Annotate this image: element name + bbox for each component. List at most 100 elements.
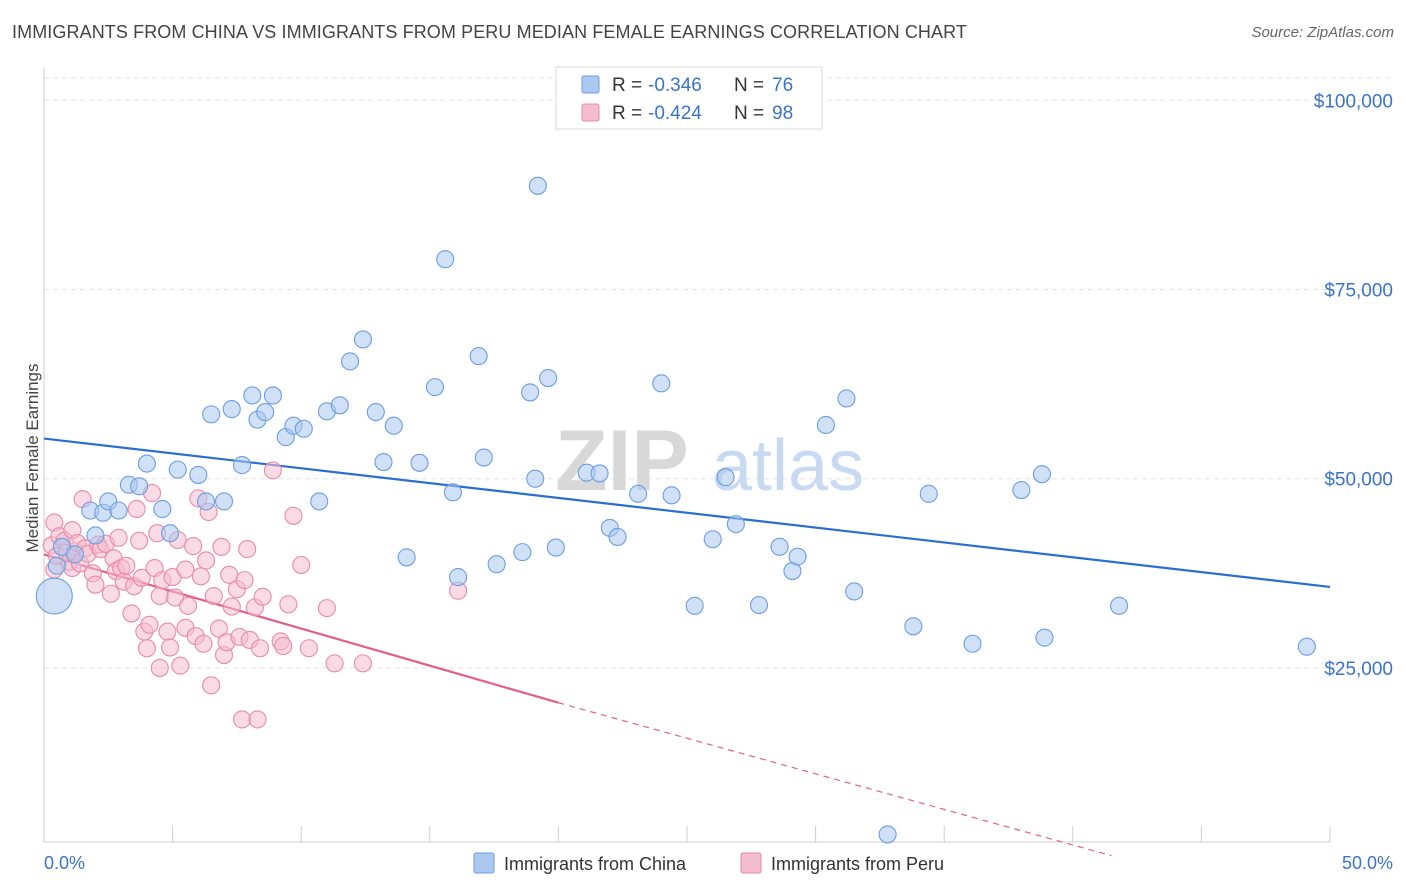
point-peru xyxy=(317,599,336,618)
point-china xyxy=(539,368,558,388)
point-china xyxy=(65,545,84,564)
point-peru xyxy=(232,710,252,729)
stats-legend: R = -0.346 N = 76 R = -0.424 N = 98 xyxy=(555,66,823,130)
point-peru xyxy=(248,710,267,729)
stats-r-value-peru: -0.424 xyxy=(648,103,702,124)
point-china xyxy=(384,416,403,435)
stats-n-label-peru: N = xyxy=(734,103,764,124)
point-peru xyxy=(194,634,213,653)
point-china xyxy=(353,330,372,349)
point-china xyxy=(196,492,216,511)
point-china xyxy=(963,634,982,653)
point-peru xyxy=(299,639,318,658)
legend-swatch-china xyxy=(473,852,495,874)
point-china xyxy=(436,250,455,269)
point-peru xyxy=(325,654,344,673)
point-peru xyxy=(150,586,169,606)
series-legend: Immigrants from China Immigrants from Pe… xyxy=(473,852,944,874)
point-china xyxy=(716,468,735,487)
y-tick-label: $25,000 xyxy=(1324,659,1393,680)
point-china xyxy=(816,415,835,435)
point-peru xyxy=(137,639,156,658)
point-china xyxy=(652,374,671,393)
point-peru xyxy=(284,506,303,525)
point-china xyxy=(366,403,385,422)
point-peru xyxy=(222,597,241,616)
point-peru xyxy=(250,639,270,658)
point-china xyxy=(256,403,275,422)
point-peru xyxy=(127,499,146,519)
point-peru xyxy=(209,619,228,638)
point-peru xyxy=(196,551,216,570)
point-peru xyxy=(117,556,136,575)
point-china xyxy=(1035,628,1054,647)
point-china xyxy=(425,378,444,397)
point-peru xyxy=(122,604,141,623)
point-china xyxy=(397,548,416,567)
point-china xyxy=(263,386,282,405)
point-china xyxy=(662,486,681,505)
point-china xyxy=(222,400,241,419)
point-china xyxy=(214,492,234,511)
y-tick-label: $75,000 xyxy=(1324,280,1393,301)
point-peru xyxy=(212,537,231,556)
y-tick-labels: $100,000 $75,000 $50,000 $25,000 xyxy=(1314,91,1393,680)
point-china xyxy=(160,524,180,543)
point-peru xyxy=(166,588,185,607)
point-china xyxy=(1110,596,1129,615)
point-china xyxy=(904,617,923,636)
point-china xyxy=(469,347,488,366)
point-china xyxy=(243,386,262,405)
point-peru xyxy=(160,638,180,657)
point-china xyxy=(47,556,66,575)
point-peru xyxy=(140,615,159,634)
point-china xyxy=(528,176,547,195)
stats-n-value-china: 76 xyxy=(772,75,793,96)
legend-label-china: Immigrants from China xyxy=(504,854,687,874)
point-china xyxy=(629,484,648,503)
point-china xyxy=(449,568,468,587)
point-china xyxy=(513,543,532,562)
point-china xyxy=(86,526,105,545)
point-china xyxy=(770,537,789,556)
stats-r-value-china: -0.346 xyxy=(648,75,702,96)
point-china xyxy=(1012,481,1031,500)
point-peru xyxy=(178,596,198,615)
point-peru xyxy=(176,560,195,579)
point-china xyxy=(410,453,429,472)
stats-swatch-peru xyxy=(581,103,600,122)
point-peru xyxy=(109,528,128,547)
point-china xyxy=(168,460,187,479)
point-china xyxy=(837,389,856,408)
point-china xyxy=(487,555,506,574)
point-china xyxy=(474,448,493,467)
point-peru xyxy=(150,658,169,677)
x-tick-label-max: 50.0% xyxy=(1342,853,1393,873)
watermark-atlas: atlas xyxy=(712,426,864,506)
point-china xyxy=(608,527,627,547)
point-china xyxy=(310,492,329,511)
trend-line-extension xyxy=(558,702,1112,857)
point-china xyxy=(153,499,172,519)
point-china xyxy=(330,396,349,415)
stats-n-value-peru: 98 xyxy=(772,103,793,124)
stats-legend-box xyxy=(555,66,823,130)
point-china xyxy=(788,547,807,566)
stats-swatch-china xyxy=(581,75,600,94)
point-china xyxy=(294,419,313,438)
point-china xyxy=(521,383,540,402)
point-peru xyxy=(235,571,254,590)
point-china xyxy=(1297,637,1316,656)
point-china xyxy=(919,484,938,503)
trend-line xyxy=(43,437,1331,589)
point-china xyxy=(443,483,462,502)
point-china xyxy=(137,454,156,473)
stats-n-label-china: N = xyxy=(734,75,764,96)
data-points xyxy=(35,176,1316,844)
point-china xyxy=(685,596,704,615)
point-china xyxy=(845,582,864,601)
axes xyxy=(43,68,1331,843)
legend-label-peru: Immigrants from Peru xyxy=(771,854,944,874)
y-axis-label: Median Female Earnings xyxy=(23,364,42,553)
